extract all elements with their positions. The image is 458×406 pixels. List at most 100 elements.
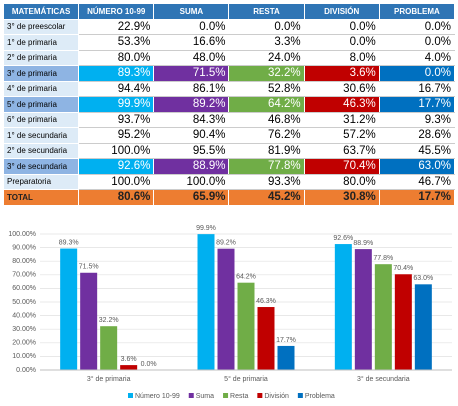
value-cell: 16.6% [153, 34, 230, 51]
value-cell: 93.3% [228, 173, 305, 190]
chart: 0.00% 10.00% 20.00% 30.00% 40.00% 50.00% 60.00… [8, 225, 452, 400]
data-label: 32.2% [99, 317, 119, 324]
legend-swatch [188, 393, 194, 398]
total-cell: 80.6% [78, 189, 155, 206]
value-cell: 0.0% [378, 65, 456, 82]
data-label: 17.7% [276, 337, 296, 344]
table-row: 1° de secundaria 95.2% 90.4% 76.2% 57.2% 28.6… [2, 127, 456, 144]
y-tick-label: 80.00% [12, 258, 36, 265]
value-cell: 16.7% [378, 80, 456, 97]
bar [120, 365, 138, 370]
y-tick-label: 50.00% [12, 299, 36, 306]
data-label: 64.2% [236, 274, 256, 281]
value-cell: 32.2% [228, 65, 305, 82]
data-label: 63.0% [413, 275, 433, 282]
value-cell: 84.3% [153, 111, 230, 128]
value-cell: 3.3% [228, 34, 305, 51]
bar [334, 244, 352, 370]
value-cell: 92.6% [78, 158, 155, 175]
value-cell: 70.4% [303, 158, 380, 175]
header-cell: PROBLEMA [378, 3, 456, 20]
value-cell: 57.2% [303, 127, 380, 144]
total-cell: 45.2% [228, 189, 305, 206]
bar [374, 264, 392, 370]
value-cell: 63.7% [303, 142, 380, 159]
total-cell: 65.9% [153, 189, 230, 206]
data-label: 99.9% [196, 225, 216, 232]
value-cell: 95.5% [153, 142, 230, 159]
value-cell: 17.7% [378, 96, 456, 113]
value-cell: 52.8% [228, 80, 305, 97]
data-label: 88.9% [353, 240, 373, 247]
total-cell: TOTAL [2, 189, 80, 206]
data-label: 3.6% [121, 356, 137, 363]
data-label: 89.2% [216, 240, 236, 247]
value-cell: 53.3% [78, 34, 155, 51]
legend-label: Suma [196, 393, 214, 400]
header-cell: MATEMÁTICAS [2, 3, 80, 20]
value-cell: 22.9% [78, 18, 155, 35]
value-cell: 77.8% [228, 158, 305, 175]
y-tick-label: 40.00% [12, 312, 36, 319]
y-tick-label: 90.00% [12, 244, 36, 251]
row-label: 6° de primaria [2, 111, 80, 128]
value-cell: 71.5% [153, 65, 230, 82]
value-cell: 0.0% [303, 18, 380, 35]
value-cell: 0.0% [228, 18, 305, 35]
row-label: 5° de primaria [2, 96, 80, 113]
x-tick-label: 3° de secundaria [357, 375, 410, 383]
value-cell: 46.7% [378, 173, 456, 190]
legend-swatch [297, 393, 303, 398]
row-label: 2° de secundaria [2, 142, 80, 159]
header-cell: NÚMERO 10-99 [78, 3, 155, 20]
bar [257, 307, 275, 370]
y-tick-label: 100.00% [8, 231, 36, 238]
value-cell: 24.0% [228, 49, 305, 66]
header-cell: RESTA [228, 3, 305, 20]
row-label: 1° de secundaria [2, 127, 80, 144]
value-cell: 100.0% [153, 173, 230, 190]
table-row: 1° de primaria 53.3% 16.6% 3.3% 0.0% 0.0% [2, 34, 456, 51]
value-cell: 94.4% [78, 80, 155, 97]
value-cell: 46.3% [303, 96, 380, 113]
table-row: 5° de primaria 99.9% 89.2% 64.2% 46.3% 17.7% [2, 96, 456, 113]
value-cell: 64.2% [228, 96, 305, 113]
row-label: 3° de primaria [2, 65, 80, 82]
table-row: 2° de secundaria 100.0% 95.5% 81.9% 63.7% 45.… [2, 142, 456, 159]
header-cell: SUMA [153, 3, 230, 20]
value-cell: 45.5% [378, 142, 456, 159]
header-cell: DIVISIÓN [303, 3, 380, 20]
value-cell: 80.0% [78, 49, 155, 66]
value-cell: 100.0% [78, 173, 155, 190]
data-label: 0.0% [141, 361, 157, 368]
value-cell: 81.9% [228, 142, 305, 159]
row-label: 2° de primaria [2, 49, 80, 66]
data-label: 46.3% [256, 298, 276, 305]
row-label: 3° de secundaria [2, 158, 80, 175]
value-cell: 4.0% [378, 49, 456, 66]
bar [60, 248, 78, 370]
legend-label: Problema [305, 393, 335, 400]
data-label: 70.4% [393, 265, 413, 272]
table-row: 2° de primaria 80.0% 48.0% 24.0% 8.0% 4.0% [2, 49, 456, 66]
value-cell: 89.2% [153, 96, 230, 113]
value-cell: 0.0% [378, 18, 456, 35]
table-row: 4° de primaria 94.4% 86.1% 52.8% 30.6% 16.7% [2, 80, 456, 97]
data-label: 92.6% [333, 235, 353, 242]
bar [197, 234, 215, 370]
bar [394, 274, 412, 370]
value-cell: 8.0% [303, 49, 380, 66]
x-tick-label: 5° de primaria [224, 375, 268, 383]
bar [217, 248, 235, 370]
value-cell: 99.9% [78, 96, 155, 113]
y-tick-label: 10.00% [12, 353, 36, 360]
bar [237, 282, 255, 370]
results-table: MATEMÁTICAS NÚMERO 10-99 SUMA RESTA DIVISIÓN… [2, 3, 456, 206]
value-cell: 89.3% [78, 65, 155, 82]
value-cell: 100.0% [78, 142, 155, 159]
row-label: 1° de primaria [2, 34, 80, 51]
legend-swatch [128, 393, 133, 398]
data-label: 77.8% [373, 255, 393, 262]
row-label: 3° de preescolar [2, 18, 80, 35]
value-cell: 76.2% [228, 127, 305, 144]
